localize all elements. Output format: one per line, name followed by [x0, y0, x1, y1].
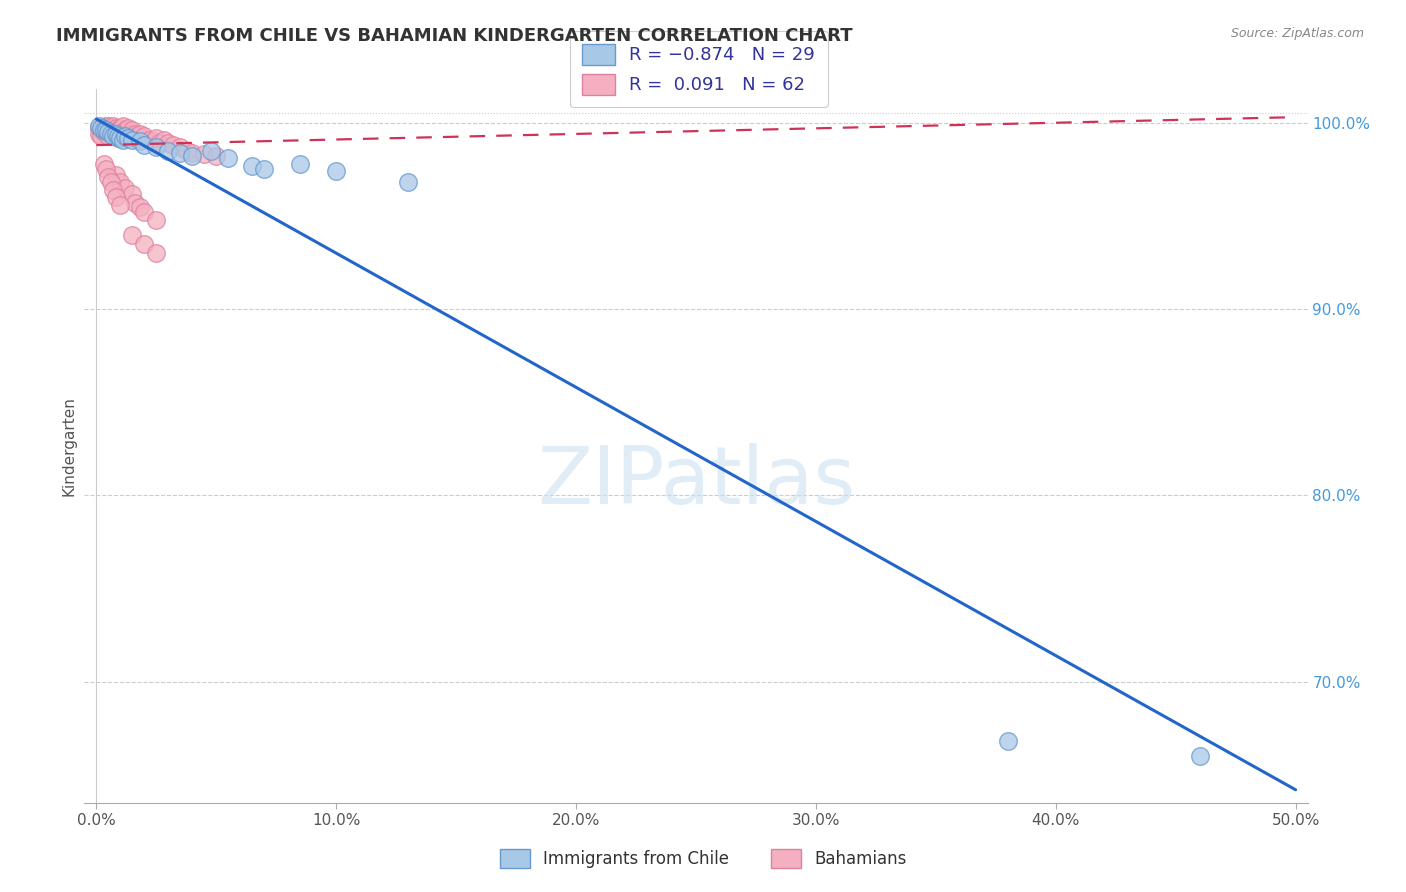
- Point: [94, 120, 117, 134]
- Point: [128, 127, 150, 141]
- Point: [997, 734, 1019, 748]
- Point: [142, 134, 165, 148]
- Point: [138, 132, 160, 146]
- Point: [110, 130, 132, 145]
- Point: [93, 157, 115, 171]
- Point: [145, 212, 167, 227]
- Point: [114, 123, 136, 137]
- Point: [94, 123, 117, 137]
- Point: [110, 175, 132, 189]
- Point: [128, 134, 150, 148]
- Point: [114, 128, 136, 143]
- Point: [101, 128, 124, 143]
- Point: [104, 127, 127, 141]
- Point: [396, 175, 419, 189]
- Point: [97, 125, 120, 139]
- Point: [97, 169, 120, 184]
- Point: [101, 183, 124, 197]
- Point: [157, 136, 180, 151]
- Point: [107, 130, 129, 145]
- Point: [169, 140, 191, 154]
- Point: [131, 130, 153, 145]
- Point: [107, 128, 129, 143]
- Point: [104, 127, 127, 141]
- Point: [117, 121, 139, 136]
- Point: [169, 145, 191, 160]
- Point: [145, 130, 167, 145]
- Point: [100, 125, 122, 139]
- Point: [145, 246, 167, 260]
- Point: [104, 121, 127, 136]
- Point: [100, 127, 122, 141]
- Point: [124, 195, 146, 210]
- Point: [181, 149, 204, 163]
- Point: [121, 132, 143, 146]
- Point: [101, 128, 124, 143]
- Point: [134, 205, 156, 219]
- Point: [121, 186, 143, 201]
- Point: [157, 144, 180, 158]
- Point: [90, 123, 112, 137]
- Point: [145, 140, 167, 154]
- Point: [93, 121, 115, 136]
- Point: [87, 127, 110, 141]
- Point: [110, 198, 132, 212]
- Point: [111, 132, 134, 146]
- Point: [176, 144, 198, 158]
- Point: [121, 123, 143, 137]
- Point: [128, 200, 150, 214]
- Point: [111, 125, 134, 139]
- Point: [217, 151, 239, 165]
- Point: [111, 120, 134, 134]
- Point: [90, 128, 112, 143]
- Point: [290, 157, 312, 171]
- Legend: Immigrants from Chile, Bahamians: Immigrants from Chile, Bahamians: [494, 842, 912, 875]
- Point: [97, 128, 120, 143]
- Point: [94, 123, 117, 137]
- Point: [114, 128, 136, 143]
- Y-axis label: Kindergarten: Kindergarten: [60, 396, 76, 496]
- Point: [87, 120, 110, 134]
- Point: [240, 159, 263, 173]
- Point: [114, 181, 136, 195]
- Point: [110, 128, 132, 143]
- Text: Source: ZipAtlas.com: Source: ZipAtlas.com: [1230, 27, 1364, 40]
- Point: [87, 121, 110, 136]
- Point: [162, 138, 184, 153]
- Point: [104, 190, 127, 204]
- Point: [101, 120, 124, 134]
- Point: [205, 149, 228, 163]
- Point: [325, 164, 347, 178]
- Point: [1188, 749, 1211, 764]
- Point: [110, 121, 132, 136]
- Point: [117, 130, 139, 145]
- Point: [97, 120, 120, 134]
- Point: [152, 132, 174, 146]
- Point: [193, 147, 215, 161]
- Text: ZIPatlas: ZIPatlas: [537, 442, 855, 521]
- Legend: R = −0.874   N = 29, R =  0.091   N = 62: R = −0.874 N = 29, R = 0.091 N = 62: [569, 31, 828, 107]
- Point: [100, 175, 122, 189]
- Point: [107, 123, 129, 137]
- Point: [200, 144, 222, 158]
- Point: [94, 162, 117, 177]
- Point: [118, 127, 141, 141]
- Point: [93, 125, 115, 139]
- Point: [134, 236, 156, 251]
- Point: [127, 128, 149, 143]
- Point: [93, 123, 115, 137]
- Point: [134, 138, 156, 153]
- Point: [148, 136, 170, 151]
- Text: IMMIGRANTS FROM CHILE VS BAHAMIAN KINDERGARTEN CORRELATION CHART: IMMIGRANTS FROM CHILE VS BAHAMIAN KINDER…: [56, 27, 853, 45]
- Point: [124, 127, 146, 141]
- Point: [100, 121, 122, 136]
- Point: [181, 145, 204, 160]
- Point: [90, 121, 112, 136]
- Point: [104, 168, 127, 182]
- Point: [121, 227, 143, 242]
- Point: [253, 162, 276, 177]
- Point: [134, 128, 156, 143]
